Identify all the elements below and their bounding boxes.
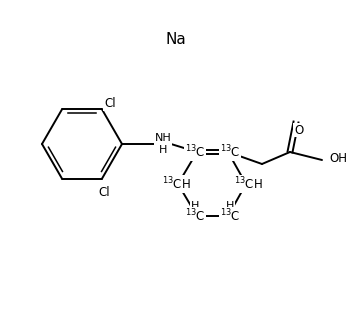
Text: $^{13}$CH: $^{13}$CH (162, 176, 190, 192)
Text: NH
H: NH H (155, 133, 171, 155)
Text: Cl: Cl (98, 186, 110, 199)
Text: $^{13}$C: $^{13}$C (220, 144, 240, 160)
Text: $^{13}$CH: $^{13}$CH (234, 176, 262, 192)
Text: H: H (226, 201, 234, 211)
Text: $^{13}$C: $^{13}$C (185, 208, 205, 224)
Text: Na: Na (166, 32, 186, 47)
Text: $^{13}$C: $^{13}$C (185, 144, 205, 160)
Text: OH: OH (329, 152, 347, 164)
Text: Cl: Cl (104, 97, 116, 110)
Text: O: O (294, 124, 304, 137)
Text: $^{13}$C: $^{13}$C (220, 208, 240, 224)
Text: H: H (191, 201, 199, 211)
